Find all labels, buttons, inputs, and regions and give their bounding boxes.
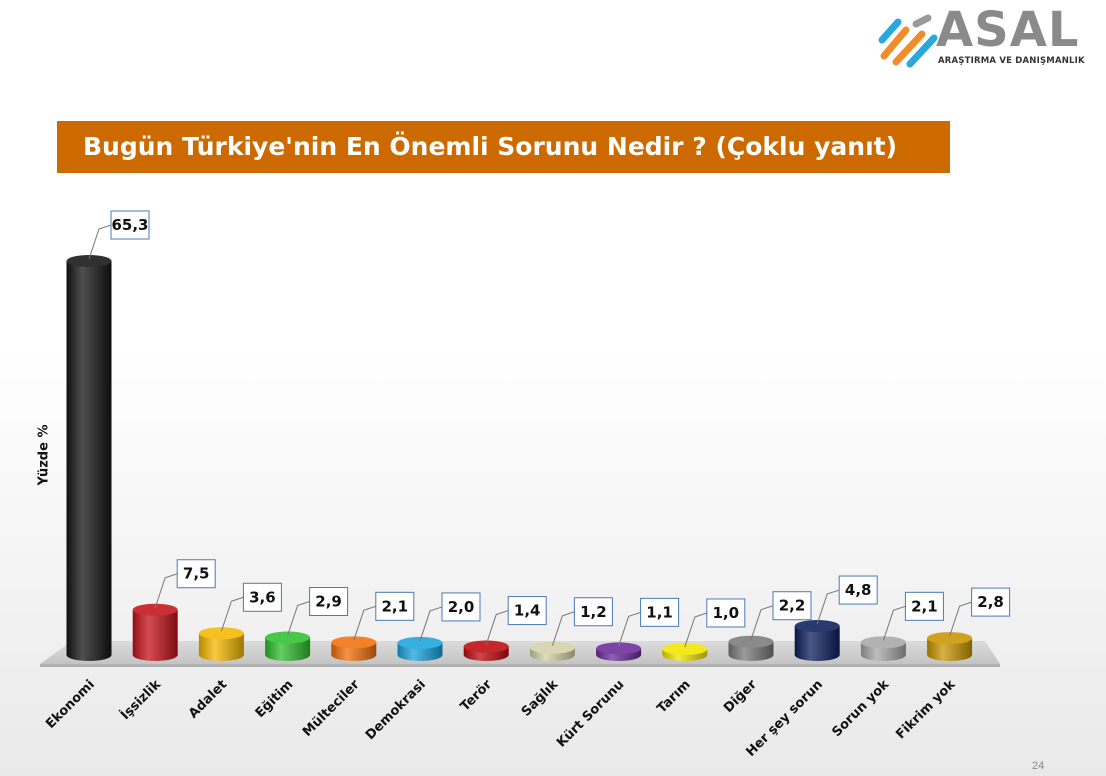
bar-demokrasi <box>397 636 443 661</box>
data-label-box <box>176 559 216 589</box>
data-label-leader <box>882 605 906 641</box>
data-label-leader <box>287 601 310 636</box>
bar-top <box>331 636 377 649</box>
data-label: 65,3 <box>111 216 148 234</box>
data-label-box <box>242 582 282 612</box>
bar-sorun-yok <box>860 636 906 661</box>
bar-kürt-sorunu <box>596 642 642 661</box>
data-label: 4,8 <box>845 581 872 599</box>
data-label: 2,1 <box>911 597 938 615</box>
category-label: Demokrasi <box>363 677 429 743</box>
category-label: İşsizlik <box>117 676 164 723</box>
bar-body <box>927 638 973 661</box>
category-label: Kürt Sorunu <box>554 677 627 750</box>
bar-top <box>927 632 973 645</box>
category-label: Mülteciler <box>300 677 363 740</box>
bar-top <box>198 627 244 640</box>
data-label-leader <box>154 573 178 608</box>
bar-top <box>463 640 509 653</box>
chart-floor <box>40 641 1000 664</box>
data-label-box <box>309 587 349 617</box>
bar-terör <box>463 640 509 661</box>
data-label-leader <box>419 606 443 642</box>
data-label-leader <box>220 596 244 632</box>
category-label: Sorun yok <box>829 677 892 740</box>
category-label: Eğitim <box>253 677 297 721</box>
bar-sağlık <box>529 641 575 661</box>
data-label-box <box>375 591 415 621</box>
bar-top <box>66 255 112 267</box>
asal-logo-mark-icon <box>878 14 938 68</box>
bar-body <box>198 633 244 661</box>
bar-i̇şsizlik <box>132 603 178 661</box>
data-label: 2,0 <box>448 598 475 616</box>
bar-top <box>529 641 575 654</box>
logo-wordmark: ASAL <box>936 2 1080 58</box>
bar-adalet <box>198 627 244 661</box>
data-label-leader <box>353 605 376 641</box>
bar-top <box>397 636 443 649</box>
data-label-leader <box>684 612 707 648</box>
data-label: 1,2 <box>580 603 607 621</box>
bar-diğer <box>728 635 774 661</box>
data-label-leader <box>949 601 972 637</box>
category-label: Adalet <box>186 677 230 721</box>
asal-logo <box>876 10 1086 74</box>
page-number: 24 <box>1032 760 1045 772</box>
category-label: Tarım <box>654 677 693 716</box>
bar-top <box>596 642 642 655</box>
bar-top <box>265 631 311 644</box>
data-label: 1,1 <box>646 603 673 621</box>
category-label: Ekonomi <box>43 677 98 732</box>
data-label: 1,4 <box>514 602 541 620</box>
data-label-leader <box>618 611 641 647</box>
bar-body <box>66 261 112 661</box>
data-label: 3,6 <box>249 588 276 606</box>
bar-body <box>265 637 311 661</box>
data-label-box <box>441 592 481 622</box>
data-label-leader <box>816 589 840 625</box>
data-label: 2,2 <box>779 597 806 615</box>
category-label: Diğer <box>721 677 760 716</box>
data-label-box <box>772 591 812 621</box>
chart-title: Bugün Türkiye'nin En Önemli Sorunu Nedir… <box>57 121 950 173</box>
bar-body <box>794 626 840 661</box>
bar-top <box>794 620 840 633</box>
logo-subtitle: ARAŞTIRMA VE DANIŞMANLIK <box>938 56 1085 66</box>
category-label: Sağlık <box>519 677 562 720</box>
bar-her-şey-sorun <box>794 620 840 661</box>
bar-top <box>132 603 178 616</box>
bar-ekonomi <box>66 255 112 661</box>
bar-mülteciler <box>331 636 377 661</box>
data-label-box <box>904 591 944 621</box>
data-label-box <box>507 596 547 626</box>
data-label-leader <box>551 611 575 646</box>
data-label-box <box>640 597 680 627</box>
bar-eğitim <box>265 631 311 661</box>
data-label: 7,5 <box>183 565 210 583</box>
bar-top <box>662 642 708 655</box>
bar-top <box>728 635 774 648</box>
data-label: 2,9 <box>315 593 342 611</box>
data-label: 2,8 <box>977 593 1004 611</box>
data-label: 2,1 <box>382 597 409 615</box>
bar-fikrim-yok <box>927 632 973 661</box>
category-label: Fikrim yok <box>893 677 958 742</box>
category-label: Terör <box>458 677 496 715</box>
data-label-leader <box>750 605 774 640</box>
data-label-box <box>110 210 150 240</box>
bar-tarım <box>662 642 708 661</box>
data-label-box <box>838 575 878 605</box>
data-label-box <box>706 598 746 628</box>
bar-top <box>860 636 906 649</box>
chart-floor-edge <box>40 664 1000 667</box>
bar-body <box>132 609 178 661</box>
data-label-box <box>971 587 1011 617</box>
data-label-leader <box>485 610 509 645</box>
data-label: 1,0 <box>713 604 740 622</box>
data-label-leader <box>88 224 112 260</box>
data-label-box <box>573 597 613 627</box>
